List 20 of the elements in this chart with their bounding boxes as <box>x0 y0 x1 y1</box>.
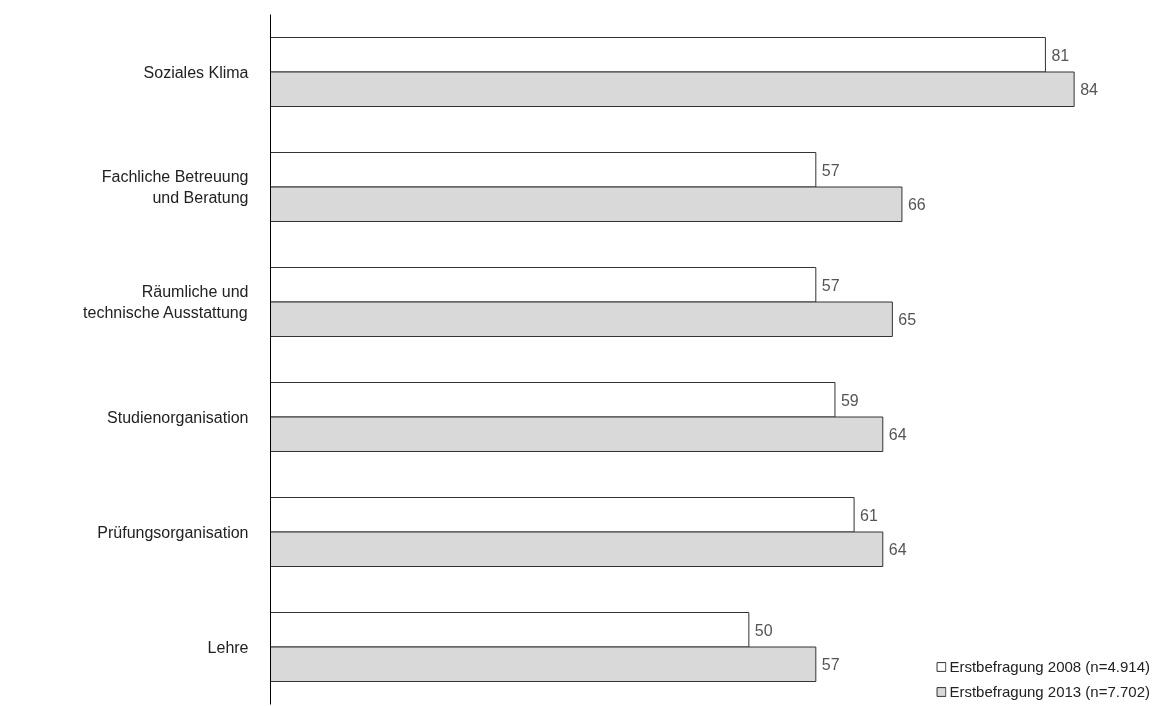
legend-label: Erstbefragung 2008 (n=4.914) <box>949 658 1150 675</box>
data-label: 59 <box>840 391 859 409</box>
y-tick-label: Räumliche und technische Ausstattung <box>83 283 249 321</box>
y-tick-label: Studienorganisation <box>107 408 249 426</box>
data-label: 57 <box>821 276 840 294</box>
y-tick-label: Lehre <box>207 638 249 656</box>
data-label: 61 <box>860 506 878 524</box>
data-label: 66 <box>907 196 926 214</box>
data-label: 64 <box>888 541 907 559</box>
data-label: 57 <box>821 656 840 674</box>
data-label: 84 <box>1080 81 1099 99</box>
y-tick-label: Prüfungsorganisation <box>97 523 249 541</box>
legend-label: Erstbefragung 2013 (n=7.702) <box>949 683 1150 700</box>
data-label: 81 <box>1051 46 1070 64</box>
data-label: 64 <box>888 426 907 444</box>
y-tick-label: Soziales Klima <box>143 63 249 81</box>
data-label: 65 <box>898 311 917 329</box>
data-label: 50 <box>754 621 773 639</box>
data-label: 57 <box>821 161 840 179</box>
y-tick-label: Fachliche Betreuung und Beratung <box>101 168 249 206</box>
